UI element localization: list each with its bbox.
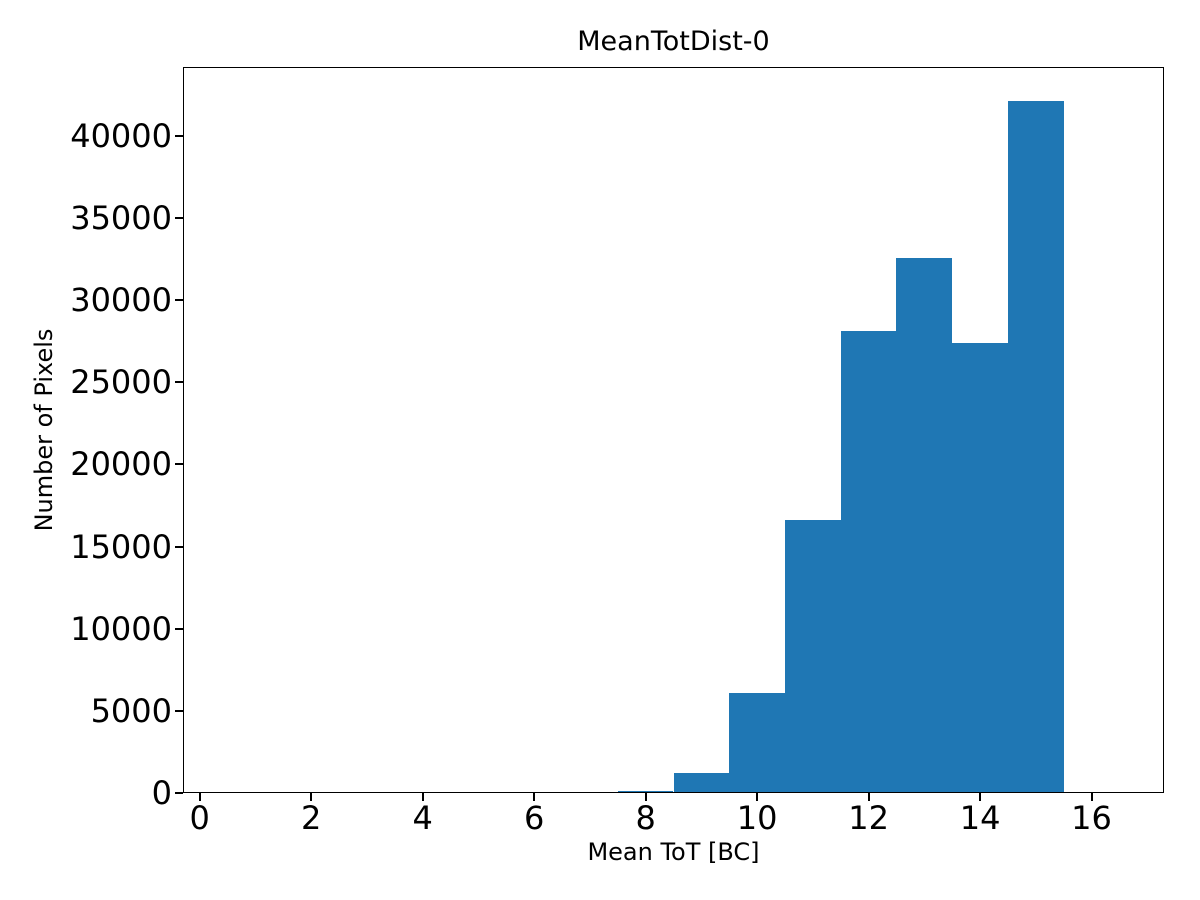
histogram-bar (952, 342, 1008, 793)
y-axis-label: Number of Pixels (30, 328, 58, 532)
y-tick-label: 15000 (70, 527, 172, 566)
x-tick-label: 0 (189, 799, 210, 837)
x-tick-mark (533, 793, 536, 801)
x-tick-label: 4 (412, 799, 433, 837)
x-tick-label: 10 (736, 799, 778, 837)
histogram-bar (784, 520, 841, 793)
chart-title: MeanTotDist-0 (577, 26, 770, 57)
y-tick-mark (175, 792, 183, 794)
y-tick-label: 30000 (70, 281, 172, 320)
histogram-bar (1007, 101, 1064, 793)
y-tick-label: 35000 (70, 199, 172, 238)
x-tick-mark (421, 793, 424, 801)
x-tick-label: 2 (301, 799, 322, 837)
x-tick-label: 6 (523, 799, 545, 837)
histogram-bar (729, 692, 785, 793)
histogram-bar (617, 790, 674, 793)
x-tick-label: 16 (1071, 799, 1112, 837)
y-tick-mark (175, 217, 183, 220)
y-tick-mark (175, 381, 183, 384)
x-tick-mark (756, 793, 759, 801)
x-tick-label: 12 (848, 799, 889, 837)
y-tick-mark (175, 545, 183, 548)
y-tick-label: 40000 (70, 116, 172, 155)
x-tick-label: 8 (635, 799, 656, 837)
x-tick-mark (644, 793, 647, 801)
y-tick-label: 0 (151, 774, 172, 812)
histogram-bar (673, 773, 730, 793)
y-tick-mark (175, 299, 183, 302)
x-tick-mark (1090, 793, 1093, 801)
histogram-bar (896, 257, 953, 793)
y-tick-mark (175, 463, 183, 466)
x-axis-label: Mean ToT [BC] (587, 838, 760, 866)
y-tick-label: 5000 (90, 691, 172, 730)
y-tick-label: 25000 (70, 363, 172, 402)
histogram-bar (840, 331, 897, 793)
x-tick-mark (979, 793, 982, 801)
y-tick-mark (175, 627, 183, 630)
y-tick-label: 10000 (70, 609, 172, 648)
x-tick-label: 14 (959, 799, 1001, 837)
x-tick-mark (867, 793, 870, 801)
x-tick-mark (198, 793, 201, 801)
y-tick-mark (175, 709, 183, 712)
y-tick-label: 20000 (70, 445, 172, 484)
y-tick-mark (175, 134, 183, 137)
x-tick-mark (310, 793, 313, 801)
